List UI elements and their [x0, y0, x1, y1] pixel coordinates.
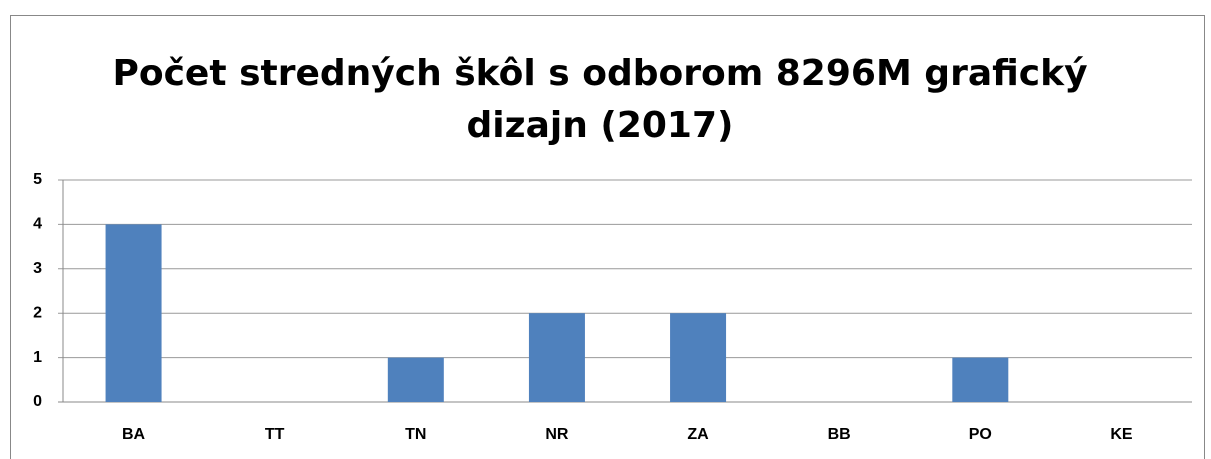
x-tick-label: BA [122, 426, 146, 443]
x-tick-label: TT [265, 426, 285, 443]
bar [528, 313, 585, 402]
bar [952, 357, 1009, 402]
bar [670, 313, 727, 402]
x-tick-label: TN [405, 426, 426, 443]
x-tick-label: PO [969, 426, 992, 443]
y-tick-label: 5 [33, 171, 42, 188]
y-tick-label: 2 [33, 304, 42, 321]
x-tick-label: NR [545, 426, 569, 443]
x-tick-label: KE [1110, 426, 1133, 443]
y-tick-label: 3 [33, 260, 42, 277]
bar [105, 224, 162, 402]
y-tick-label: 0 [33, 393, 42, 410]
x-tick-label: BB [828, 426, 851, 443]
y-tick-label: 4 [33, 216, 42, 233]
chart-title: Počet stredných škôl s odborom 8296M gra… [112, 53, 1088, 146]
bar [387, 357, 444, 402]
x-tick-label: ZA [687, 426, 709, 443]
chart-frame [10, 15, 1205, 459]
y-tick-label: 1 [33, 349, 42, 366]
